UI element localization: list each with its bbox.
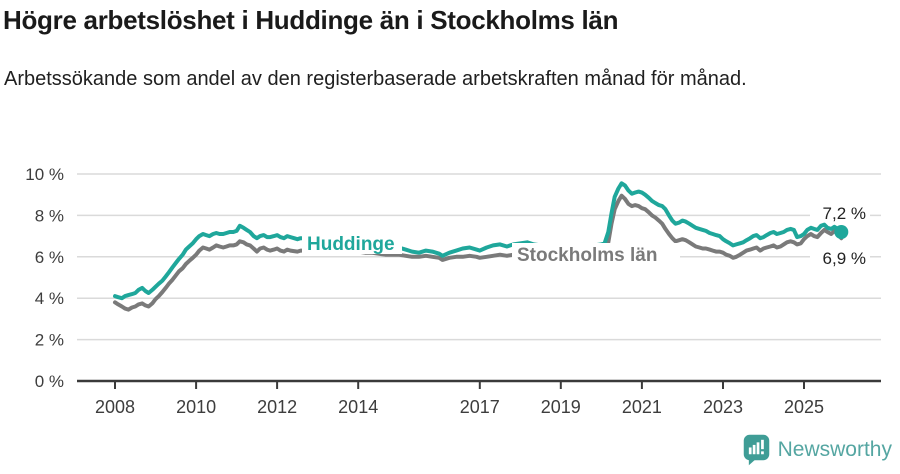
end-label-bg bbox=[810, 203, 870, 221]
newsworthy-brand-text: Newsworthy bbox=[777, 438, 892, 461]
y-axis-label: 0 % bbox=[35, 372, 64, 391]
end-label-huddinge: 7,2 % bbox=[823, 204, 866, 223]
x-axis-label: 2023 bbox=[703, 397, 743, 417]
series-line-stockholms-lan bbox=[113, 193, 844, 312]
y-axis-label: 8 % bbox=[35, 206, 64, 225]
y-axis-label: 6 % bbox=[35, 248, 64, 267]
newsworthy-attribution[interactable]: Newsworthy bbox=[742, 433, 892, 467]
line-chart: 0 % 2 % 4 % 6 % 8 % 10 % 2008 2010 2012 2014 2017 2… bbox=[25, 165, 881, 417]
x-axis-label: 2021 bbox=[622, 397, 662, 417]
x-axis-label: 2025 bbox=[784, 397, 824, 417]
x-axis-label: 2012 bbox=[257, 397, 297, 417]
x-axis-label: 2014 bbox=[338, 397, 378, 417]
series-label-huddinge: Huddinge bbox=[307, 234, 395, 255]
y-axis-label: 10 % bbox=[25, 165, 64, 184]
chart-subtitle: Arbetssökande som andel av den registerb… bbox=[4, 68, 747, 90]
x-axis-label: 2010 bbox=[176, 397, 216, 417]
newsworthy-logo-icon bbox=[743, 434, 769, 466]
page-title: Högre arbetslöshet i Huddinge än i Stock… bbox=[3, 5, 619, 35]
end-label-stockholms-lan: 6,9 % bbox=[823, 249, 866, 268]
x-axis-label: 2008 bbox=[95, 397, 135, 417]
end-label-bg bbox=[810, 249, 870, 267]
x-axis-label: 2017 bbox=[460, 397, 500, 417]
y-axis-label: 4 % bbox=[35, 289, 64, 308]
x-axis-label: 2019 bbox=[541, 397, 581, 417]
series-label-bg bbox=[512, 243, 680, 265]
series-line-huddinge bbox=[113, 181, 844, 301]
series-label-bg bbox=[302, 232, 402, 254]
series-label-stockholms-lan: Stockholms län bbox=[517, 245, 657, 266]
series-end-dot-huddinge bbox=[834, 225, 849, 239]
y-axis-label: 2 % bbox=[35, 331, 64, 350]
